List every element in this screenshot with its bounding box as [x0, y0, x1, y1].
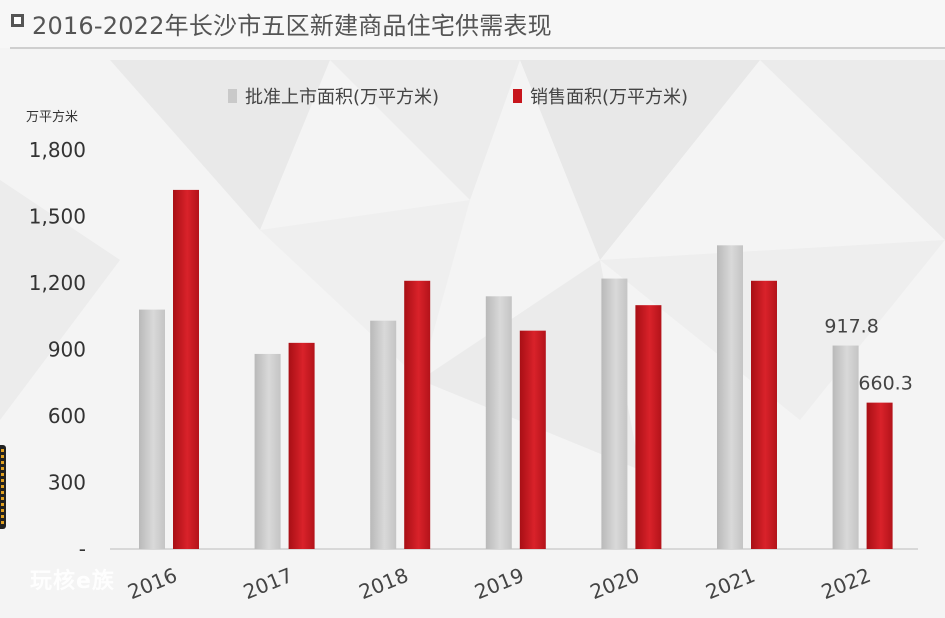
page-title: 2016-2022年长沙市五区新建商品住宅供需表现 [32, 12, 552, 40]
legend-swatch-supply [228, 89, 237, 103]
bar-sales [519, 330, 546, 549]
y-tick-label: 1,500 [29, 205, 86, 229]
bar-sales [751, 280, 777, 549]
bar-supply [254, 353, 281, 549]
bar-sales [404, 280, 431, 549]
legend-item-sales: 销售面积(万平方米) [513, 84, 688, 108]
y-tick-label: 600 [48, 404, 86, 428]
bar-supply [485, 296, 512, 549]
legend-item-supply: 批准上市面积(万平方米) [228, 84, 439, 108]
bar-supply [832, 345, 859, 549]
legend-label-supply: 批准上市面积(万平方米) [245, 87, 440, 108]
data-label: 917.8 [824, 316, 878, 338]
title-square-icon [11, 14, 24, 27]
bar-sales [866, 402, 893, 549]
bar-supply [601, 278, 628, 549]
bar-sales [173, 189, 199, 549]
bar-supply [370, 320, 397, 549]
x-tick-label: 2021 [702, 563, 758, 604]
y-tick-label: - [79, 537, 86, 561]
bar-sales [288, 342, 315, 549]
x-tick-label: 2016 [124, 563, 180, 604]
title-divider [10, 47, 945, 49]
y-axis-unit: 万平方米 [26, 110, 79, 125]
x-tick-label: 2018 [355, 563, 411, 604]
x-tick-label: 2022 [818, 563, 874, 604]
bar-supply [717, 245, 743, 550]
x-tick-label: 2017 [240, 563, 296, 604]
bar-sales [635, 305, 662, 549]
y-tick-label: 300 [48, 471, 86, 495]
legend-swatch-sales [513, 89, 522, 103]
watermark: 玩核e族 [30, 569, 115, 594]
legend-label-sales: 销售面积(万平方米) [530, 87, 689, 108]
x-tick-label: 2020 [587, 563, 643, 604]
x-tick-label: 2019 [471, 563, 527, 604]
y-tick-label: 1,200 [29, 271, 86, 295]
data-label: 660.3 [858, 373, 912, 395]
bar-supply [139, 309, 165, 549]
side-handle[interactable] [0, 445, 6, 529]
y-tick-label: 900 [48, 338, 86, 362]
title-bar: 2016-2022年长沙市五区新建商品住宅供需表现 [0, 0, 945, 48]
y-tick-label: 1,800 [29, 138, 86, 162]
